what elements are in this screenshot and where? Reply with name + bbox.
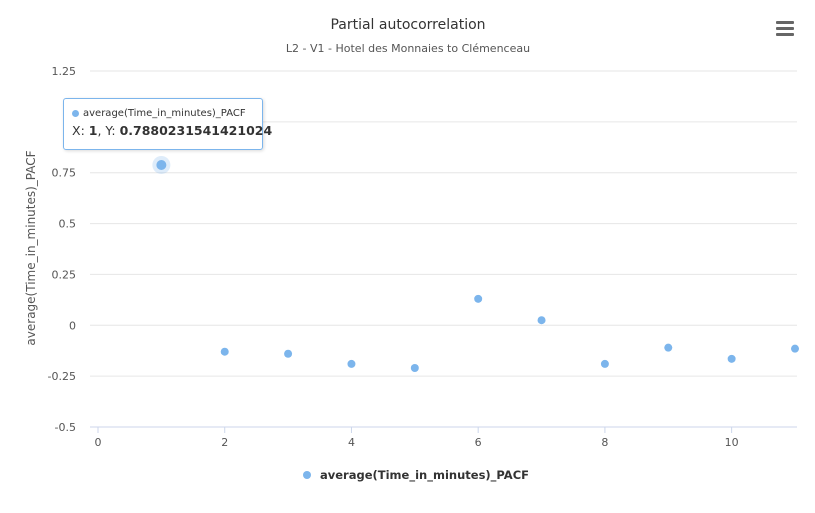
- x-tick-label: 6: [475, 436, 482, 449]
- tooltip-series-dot: [72, 109, 79, 117]
- chart-menu-button[interactable]: [772, 18, 798, 42]
- chart-subtitle: L2 - V1 - Hotel des Monnaies to Clémence…: [286, 42, 530, 55]
- y-axis-title: average(Time_in_minutes)_PACF: [24, 150, 38, 345]
- tooltip-x-value: 1: [88, 123, 98, 138]
- hamburger-menu-icon-bar: [776, 33, 794, 36]
- scatter-series: [152, 155, 799, 373]
- y-tick-label: 0.5: [59, 218, 77, 231]
- y-tick-label: 0.75: [52, 167, 77, 180]
- x-tick-label: 10: [725, 436, 739, 449]
- data-point[interactable]: [474, 294, 483, 303]
- tooltip-y-value: 0.7880231541421024: [119, 123, 273, 138]
- data-point[interactable]: [410, 364, 419, 373]
- tooltip-series-name: average(Time_in_minutes)_PACF: [83, 108, 246, 119]
- data-point[interactable]: [791, 344, 799, 353]
- y-tick-label: 0: [69, 319, 76, 332]
- y-tick-label: -0.5: [55, 421, 76, 434]
- y-tick-label: -0.25: [48, 370, 76, 383]
- data-point[interactable]: [600, 359, 609, 368]
- data-point[interactable]: [156, 159, 167, 170]
- x-tick-label: 8: [601, 436, 608, 449]
- hamburger-menu-icon-bar: [776, 27, 794, 30]
- y-tick-label: 0.25: [52, 268, 77, 281]
- data-point[interactable]: [347, 359, 356, 368]
- tooltip-x-prefix: X:: [72, 123, 89, 138]
- x-tick-label: 0: [95, 436, 102, 449]
- x-axis-ticks: 0 2 4 6 8 10: [95, 427, 739, 449]
- data-point[interactable]: [727, 354, 736, 363]
- legend-label[interactable]: average(Time_in_minutes)_PACF: [320, 468, 529, 483]
- data-point[interactable]: [664, 343, 673, 352]
- x-tick-label: 4: [348, 436, 355, 449]
- data-point[interactable]: [537, 316, 546, 325]
- hamburger-menu-icon: [776, 21, 794, 24]
- tooltip-values: X: 1, Y: 0.7880231541421024: [72, 123, 272, 138]
- y-tick-label: 1.25: [52, 65, 77, 78]
- tooltip-y-prefix: , Y:: [97, 123, 120, 138]
- data-point[interactable]: [284, 349, 293, 358]
- x-tick-label: 2: [221, 436, 228, 449]
- legend-marker: [303, 471, 311, 479]
- data-point[interactable]: [220, 347, 229, 356]
- tooltip-header: average(Time_in_minutes)_PACF: [72, 108, 254, 119]
- legend[interactable]: average(Time_in_minutes)_PACF: [303, 468, 529, 483]
- y-axis-ticks: -0.5 -0.25 0 0.25 0.5 0.75 1.25: [48, 65, 76, 434]
- chart-title: Partial autocorrelation: [330, 17, 485, 33]
- point-tooltip: average(Time_in_minutes)_PACF X: 1, Y: 0…: [63, 98, 272, 150]
